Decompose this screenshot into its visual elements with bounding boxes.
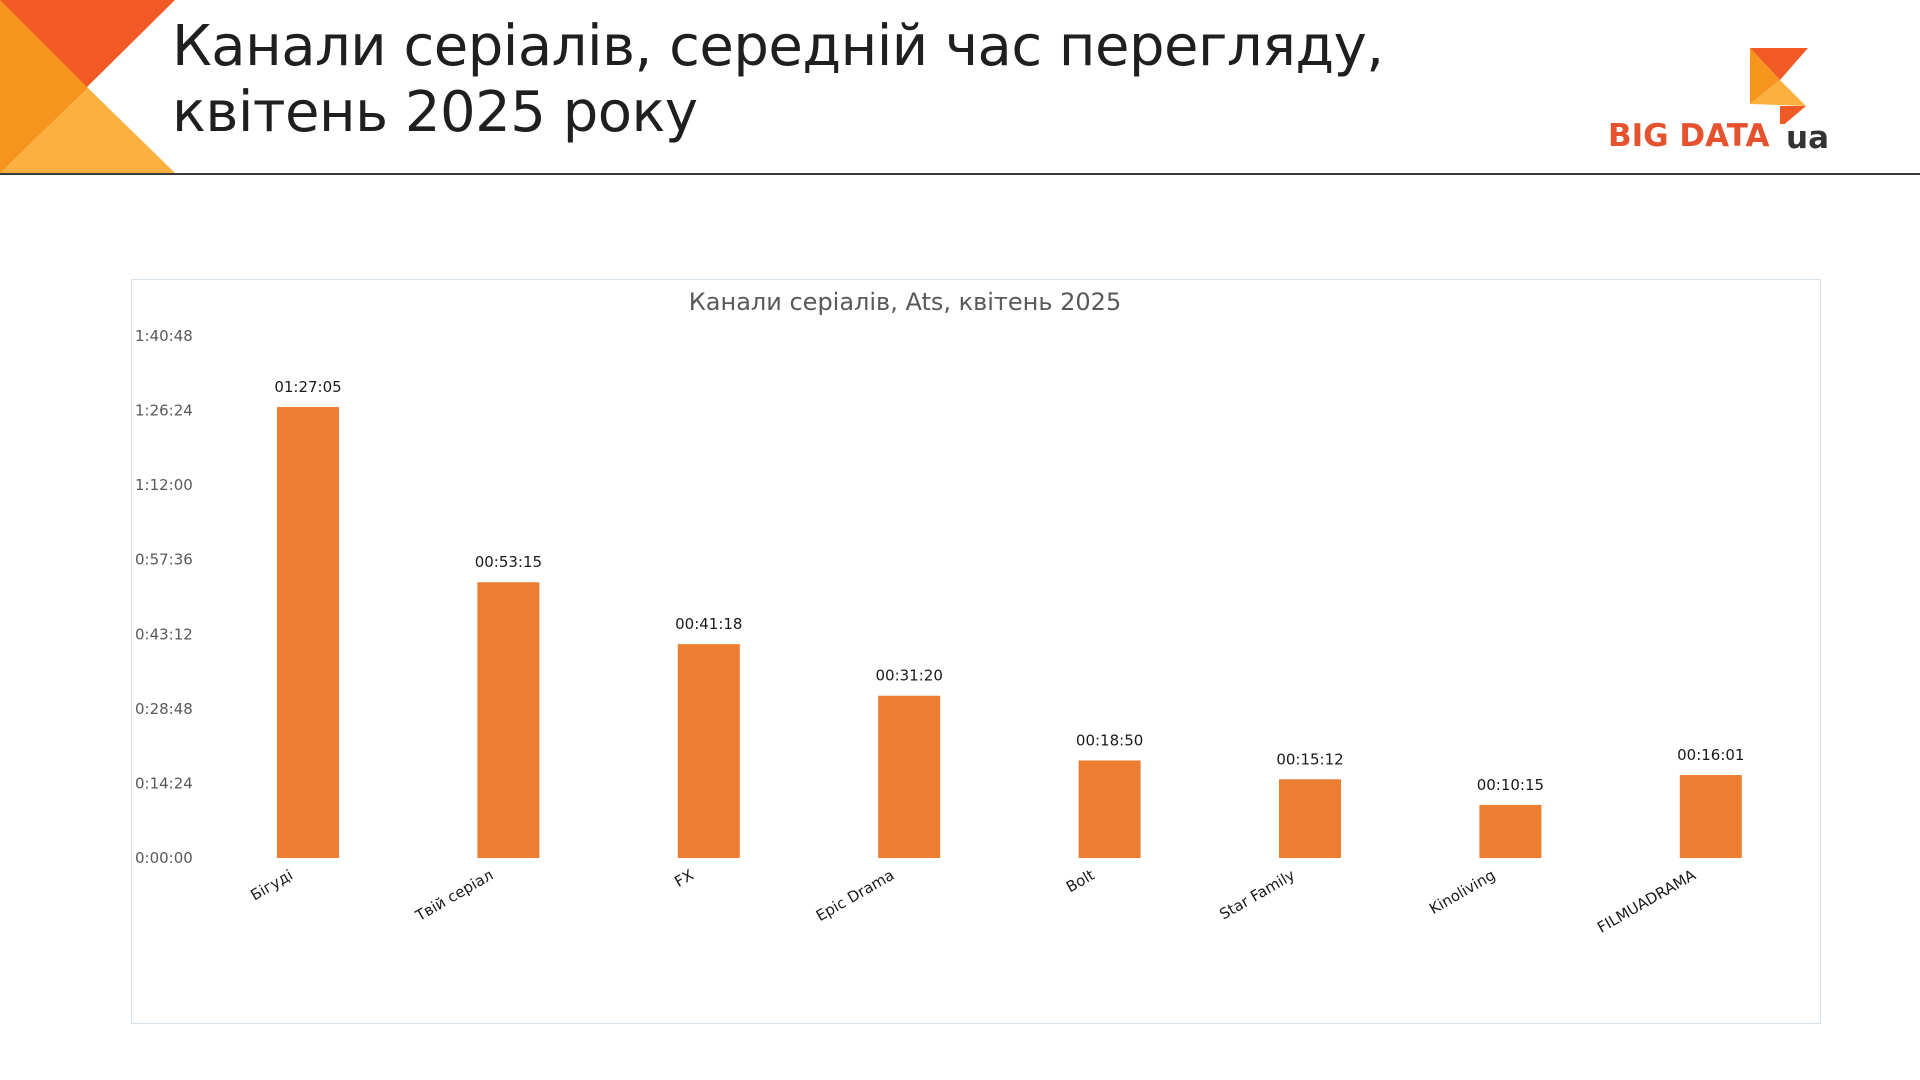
page-title-line-2: квітень 2025 року	[172, 80, 698, 145]
category-label: Твій серіал	[412, 866, 497, 925]
bar	[1479, 804, 1542, 858]
data-label: 01:27:05	[274, 378, 341, 396]
bar	[878, 695, 941, 858]
data-labels: 01:27:05 00:53:15 00:41:18 00:31:20 00:18:50…	[274, 378, 1744, 794]
y-tick-label: 1:12:00	[135, 476, 193, 494]
category-label: Bolt	[1063, 866, 1098, 896]
bar	[277, 407, 339, 858]
data-label: 00:10:15	[1477, 776, 1544, 794]
y-axis: 0:00:00 0:14:24 0:28:48 0:43:12 0:57:36 1:12:…	[135, 327, 193, 867]
corner-decoration	[0, 0, 175, 173]
slide-header: Канали серіалів, середній час перегляду,…	[0, 0, 1920, 175]
y-tick-label: 0:57:36	[135, 551, 193, 569]
logo-mark-icon	[1750, 48, 1808, 124]
y-tick-label: 0:00:00	[135, 849, 193, 867]
page-title: Канали серіалів, середній час перегляду,…	[172, 14, 1384, 146]
data-label: 00:41:18	[675, 615, 742, 633]
category-label: Kinoliving	[1426, 866, 1498, 918]
data-label: 00:31:20	[876, 667, 943, 685]
header-divider	[0, 173, 1920, 175]
corner-triangle-light	[0, 88, 175, 173]
category-label: Бігуді	[247, 866, 296, 904]
bar	[477, 582, 540, 858]
bar-chart: Канали серіалів, Ats, квітень 2025 0:00:…	[135, 288, 1744, 937]
chart-title: Канали серіалів, Ats, квітень 2025	[689, 288, 1121, 316]
y-tick-label: 0:43:12	[135, 625, 193, 643]
bar	[1279, 779, 1341, 858]
logo-suffix: ua	[1786, 120, 1829, 156]
bar	[1679, 775, 1742, 858]
y-tick-label: 1:40:48	[135, 327, 193, 345]
chart-container: Канали серіалів, Ats, квітень 2025 0:00:…	[131, 279, 1821, 1024]
category-label: Star Family	[1216, 866, 1298, 924]
y-tick-label: 1:26:24	[135, 402, 193, 420]
data-label: 00:16:01	[1677, 746, 1744, 764]
data-label: 00:53:15	[475, 553, 542, 571]
page-title-line-1: Канали серіалів, середній час перегляду,	[172, 14, 1384, 79]
bigdata-logo: BIG DATA ua	[1600, 44, 1840, 164]
category-label: FX	[671, 866, 696, 891]
bar	[1078, 760, 1141, 858]
category-label: FILMUADRAMA	[1594, 866, 1699, 937]
data-label: 00:15:12	[1276, 750, 1343, 768]
y-tick-label: 0:14:24	[135, 774, 193, 792]
logo-text: BIG DATA	[1608, 118, 1770, 154]
data-label: 00:18:50	[1076, 731, 1143, 749]
y-tick-label: 0:28:48	[135, 700, 193, 718]
category-label: Epic Drama	[813, 866, 897, 925]
bars	[277, 407, 1742, 858]
x-axis: Бігуді Твій серіал FX Epic Drama Bolt Star Fa…	[247, 866, 1699, 937]
bar	[677, 644, 740, 858]
corner-triangle-mid	[0, 0, 88, 173]
